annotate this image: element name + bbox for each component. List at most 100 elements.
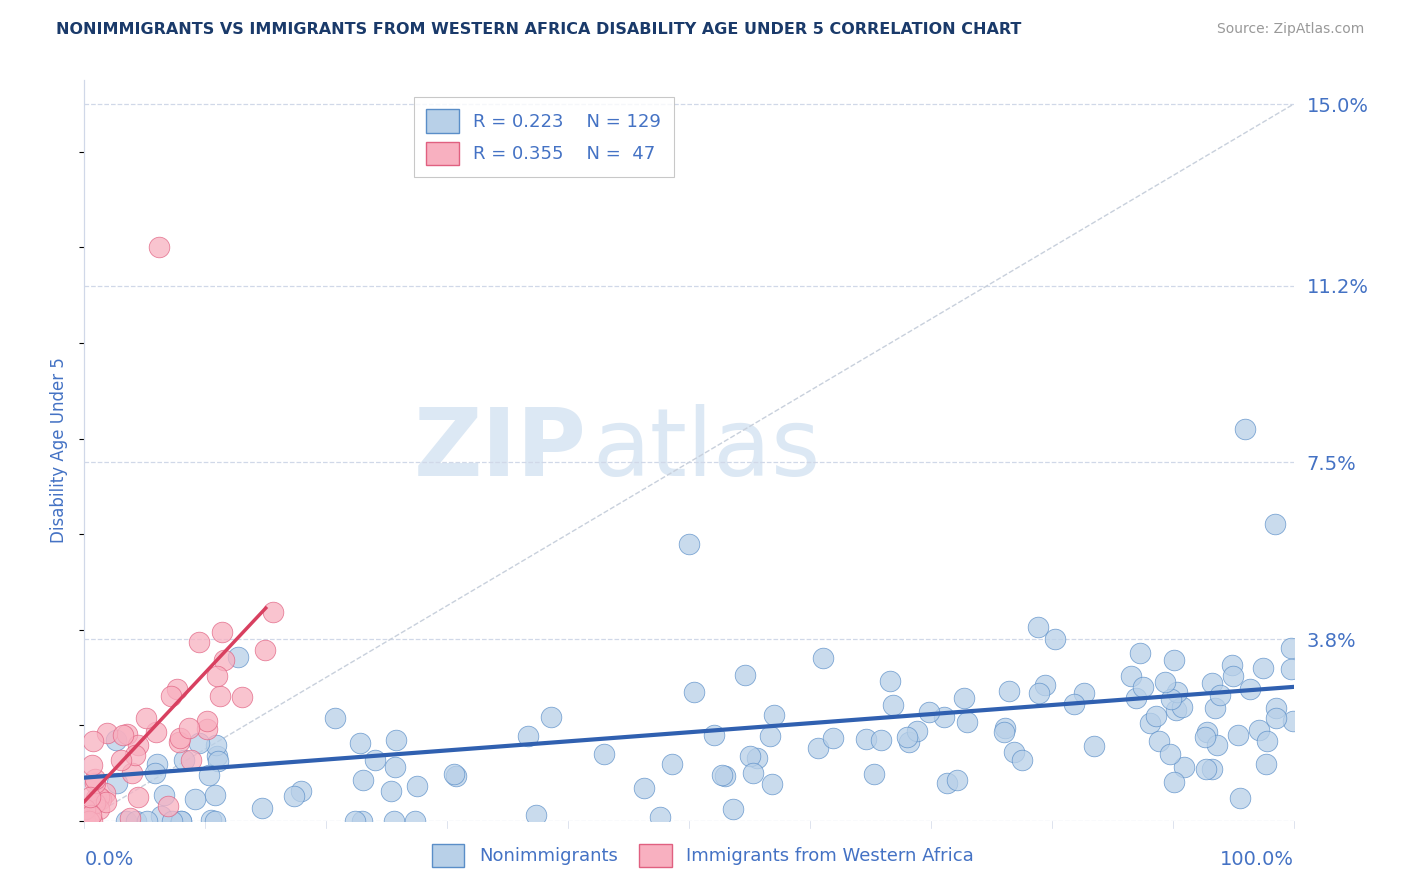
- Point: [112, 728, 135, 742]
- Point: [156, 798, 179, 813]
- Point: [762, 707, 785, 722]
- Point: [1033, 678, 1056, 692]
- Point: [84, 796, 107, 810]
- Point: [593, 747, 616, 762]
- Point: [134, 710, 156, 724]
- Point: [180, 753, 202, 767]
- Point: [1083, 739, 1105, 754]
- Point: [148, 240, 170, 254]
- Point: [200, 813, 222, 827]
- Point: [1264, 517, 1286, 532]
- Point: [1247, 723, 1270, 738]
- Point: [110, 753, 132, 767]
- Point: [1264, 711, 1286, 725]
- Point: [207, 754, 229, 768]
- Point: [1125, 691, 1147, 706]
- Point: [1147, 733, 1170, 747]
- Point: [252, 801, 274, 815]
- Point: [107, 776, 129, 790]
- Point: [897, 735, 920, 749]
- Point: [524, 808, 547, 822]
- Point: [1234, 422, 1257, 436]
- Point: [443, 767, 465, 781]
- Point: [1229, 791, 1251, 805]
- Point: [863, 766, 886, 780]
- Point: [761, 777, 783, 791]
- Point: [124, 748, 146, 763]
- Point: [1256, 734, 1278, 748]
- Point: [446, 769, 468, 783]
- Point: [1226, 728, 1249, 742]
- Point: [896, 730, 918, 744]
- Point: [953, 690, 976, 705]
- Legend: R = 0.223    N = 129, R = 0.355    N =  47: R = 0.223 N = 129, R = 0.355 N = 47: [413, 96, 673, 178]
- Point: [633, 780, 655, 795]
- Point: [166, 682, 188, 697]
- Point: [205, 749, 228, 764]
- Point: [1163, 774, 1185, 789]
- Point: [1194, 730, 1216, 744]
- Point: [96, 795, 118, 809]
- Point: [1239, 681, 1261, 696]
- Point: [323, 711, 346, 725]
- Point: [80, 808, 103, 822]
- Point: [82, 814, 104, 828]
- Point: [1201, 675, 1223, 690]
- Point: [918, 705, 941, 719]
- Point: [1209, 688, 1232, 702]
- Point: [1195, 762, 1218, 776]
- Point: [882, 698, 904, 713]
- Point: [121, 765, 143, 780]
- Point: [1173, 759, 1195, 773]
- Point: [1254, 757, 1277, 772]
- Point: [1159, 747, 1181, 762]
- Point: [714, 769, 737, 783]
- Point: [254, 643, 277, 657]
- Point: [945, 772, 967, 787]
- Point: [96, 725, 118, 739]
- Point: [145, 724, 167, 739]
- Point: [89, 802, 111, 816]
- Point: [1265, 701, 1288, 715]
- Point: [195, 714, 218, 728]
- Point: [1026, 620, 1049, 634]
- Point: [84, 772, 107, 787]
- Point: [75, 801, 97, 815]
- Point: [1002, 745, 1025, 759]
- Point: [212, 653, 235, 667]
- Text: Source: ZipAtlas.com: Source: ZipAtlas.com: [1216, 22, 1364, 37]
- Point: [997, 683, 1019, 698]
- Point: [855, 731, 877, 746]
- Point: [1201, 762, 1223, 776]
- Point: [821, 731, 844, 746]
- Point: [404, 814, 426, 828]
- Point: [1154, 674, 1177, 689]
- Point: [1166, 703, 1188, 717]
- Text: 0.0%: 0.0%: [84, 850, 134, 870]
- Point: [94, 786, 117, 800]
- Point: [89, 790, 111, 805]
- Point: [120, 811, 142, 825]
- Point: [932, 710, 955, 724]
- Point: [380, 784, 402, 798]
- Point: [1132, 680, 1154, 694]
- Point: [79, 814, 101, 828]
- Point: [869, 733, 891, 747]
- Point: [204, 738, 226, 752]
- Point: [170, 814, 193, 828]
- Point: [1204, 700, 1226, 714]
- Point: [184, 791, 207, 805]
- Point: [150, 809, 173, 823]
- Point: [204, 814, 226, 828]
- Point: [125, 814, 148, 828]
- Point: [1144, 708, 1167, 723]
- Point: [1063, 697, 1085, 711]
- Point: [721, 801, 744, 815]
- Point: [153, 789, 176, 803]
- Point: [169, 731, 191, 745]
- Point: [1043, 632, 1066, 647]
- Point: [283, 789, 305, 803]
- Point: [1160, 692, 1182, 706]
- Point: [384, 760, 406, 774]
- Point: [678, 536, 700, 550]
